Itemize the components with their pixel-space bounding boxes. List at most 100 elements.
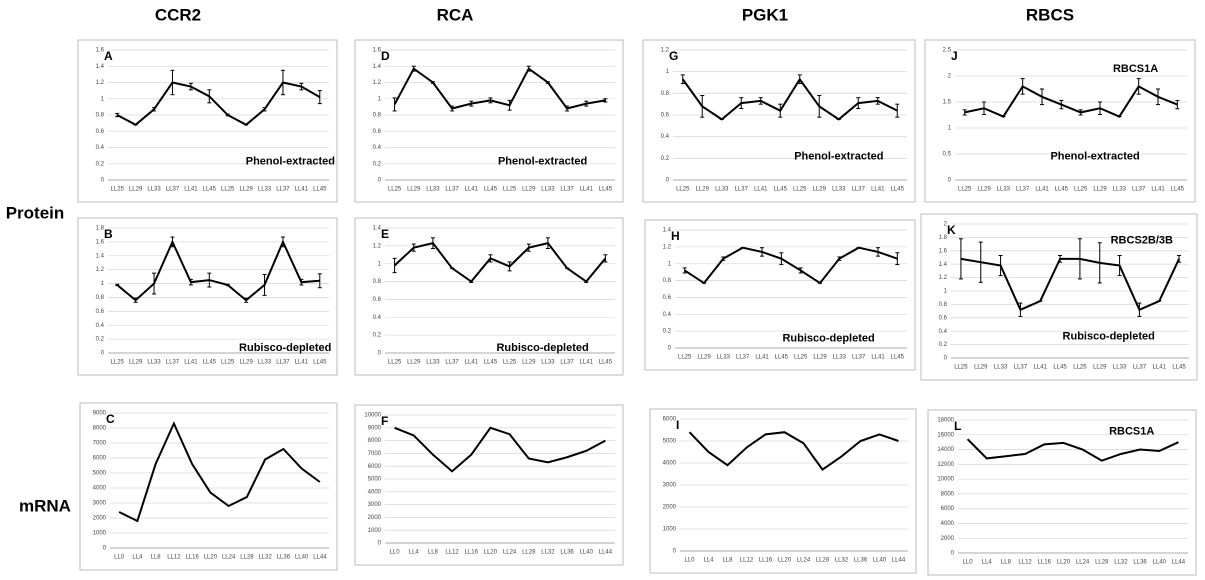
y-tick-label: 1.2 bbox=[96, 267, 105, 273]
x-tick-label: LL33 bbox=[147, 360, 161, 366]
x-tick-label: LL44 bbox=[313, 555, 327, 561]
x-tick-label: LL33 bbox=[715, 187, 729, 193]
x-tick-label: LL8 bbox=[428, 550, 439, 556]
x-tick-label: LL33 bbox=[541, 187, 555, 193]
panel-box bbox=[354, 217, 624, 376]
x-tick-label: LL45 bbox=[1171, 187, 1185, 193]
x-tick-label: LL8 bbox=[151, 555, 162, 561]
x-tick-label: LL29 bbox=[813, 187, 827, 193]
error-bar bbox=[280, 236, 285, 248]
y-tick-label: 1.6 bbox=[373, 48, 382, 54]
error-bar bbox=[680, 74, 685, 85]
x-tick-label: LL8 bbox=[722, 558, 733, 564]
x-tick-label: LL37 bbox=[852, 187, 866, 193]
error-bar bbox=[982, 101, 986, 115]
error-bar bbox=[962, 109, 967, 116]
error-bar bbox=[545, 237, 550, 250]
error-bar bbox=[225, 283, 230, 287]
error-bar bbox=[797, 74, 802, 85]
error-bar bbox=[1177, 254, 1182, 263]
error-bar bbox=[392, 257, 397, 274]
y-tick-label: 1.4 bbox=[663, 228, 672, 234]
x-tick-label: LL36 bbox=[560, 550, 574, 556]
x-tick-label: LL4 bbox=[982, 560, 993, 566]
y-tick-label: 0 bbox=[101, 351, 105, 357]
y-tick-label: 0.4 bbox=[661, 134, 670, 140]
error-bar bbox=[430, 81, 435, 84]
x-tick-label: LL24 bbox=[1076, 560, 1090, 566]
error-bar bbox=[115, 112, 120, 118]
y-tick-label: 6000 bbox=[368, 464, 382, 470]
x-tick-label: LL33 bbox=[1113, 365, 1127, 371]
error-bar bbox=[958, 238, 963, 280]
y-tick-label: 1.2 bbox=[96, 80, 105, 86]
x-tick-label: LL41 bbox=[755, 355, 769, 361]
y-tick-label: 0.4 bbox=[663, 312, 672, 318]
error-bar bbox=[1077, 238, 1082, 280]
y-tick-label: 0.8 bbox=[939, 302, 948, 308]
y-tick-label: 6000 bbox=[663, 417, 677, 423]
x-tick-label: LL29 bbox=[129, 187, 143, 193]
y-tick-label: 1.4 bbox=[939, 262, 948, 268]
x-tick-label: LL29 bbox=[977, 187, 991, 193]
y-tick-label: 0 bbox=[103, 546, 107, 552]
y-tick-label: 0 bbox=[673, 549, 677, 555]
x-tick-label: LL16 bbox=[1038, 560, 1052, 566]
y-tick-label: 10000 bbox=[364, 413, 381, 419]
y-tick-label: 2 bbox=[948, 74, 952, 80]
y-tick-label: 8000 bbox=[93, 426, 107, 432]
error-bar bbox=[565, 105, 570, 112]
x-tick-label: LL0 bbox=[684, 558, 695, 564]
x-tick-label: LL40 bbox=[580, 550, 594, 556]
y-tick-label: 0.6 bbox=[96, 309, 105, 315]
x-tick-label: LL45 bbox=[1172, 365, 1186, 371]
panel-box bbox=[924, 39, 1196, 203]
y-tick-label: 9000 bbox=[93, 411, 107, 417]
x-tick-label: LL33 bbox=[994, 365, 1008, 371]
x-tick-label: LL20 bbox=[1057, 560, 1071, 566]
x-tick-label: LL28 bbox=[240, 555, 254, 561]
x-tick-label: LL25 bbox=[1073, 365, 1087, 371]
annotation: Rubisco-depleted bbox=[782, 332, 874, 344]
x-tick-label: LL32 bbox=[1114, 560, 1128, 566]
error-bar bbox=[507, 99, 512, 111]
panel-label: L bbox=[954, 419, 961, 433]
y-tick-label: 1 bbox=[378, 261, 382, 267]
x-tick-label: LL25 bbox=[676, 187, 690, 193]
y-tick-label: 6000 bbox=[941, 506, 955, 512]
x-tick-label: LL25 bbox=[958, 187, 972, 193]
x-tick-label: LL25 bbox=[111, 187, 125, 193]
x-tick-label: LL29 bbox=[239, 360, 253, 366]
error-bar bbox=[317, 90, 322, 105]
y-tick-label: 5000 bbox=[93, 471, 107, 477]
x-tick-label: LL45 bbox=[1055, 187, 1069, 193]
column-title: CCR2 bbox=[155, 5, 201, 24]
y-tick-label: 0 bbox=[944, 356, 948, 362]
error-bar bbox=[262, 274, 267, 296]
x-tick-label: LL33 bbox=[541, 360, 555, 366]
y-tick-label: 0.2 bbox=[96, 161, 105, 167]
x-tick-label: LL29 bbox=[813, 355, 827, 361]
x-tick-label: LL37 bbox=[445, 360, 459, 366]
y-tick-label: 1.5 bbox=[943, 100, 952, 106]
y-tick-label: 1.4 bbox=[96, 64, 105, 70]
y-tick-label: 0.2 bbox=[373, 161, 382, 167]
data-line bbox=[393, 67, 606, 110]
x-tick-label: LL24 bbox=[503, 550, 517, 556]
error-bar bbox=[469, 280, 474, 283]
x-tick-label: LL37 bbox=[166, 187, 180, 193]
error-bar bbox=[1137, 302, 1142, 317]
error-bar bbox=[856, 97, 861, 109]
annotation: RBCS2B/3B bbox=[1111, 234, 1173, 246]
error-bar bbox=[317, 273, 322, 289]
y-tick-label: 0.4 bbox=[373, 315, 382, 321]
error-bar bbox=[817, 95, 822, 118]
x-tick-label: LL37 bbox=[735, 187, 749, 193]
x-tick-label: LL29 bbox=[1093, 365, 1107, 371]
x-tick-label: LL41 bbox=[1153, 365, 1167, 371]
x-tick-label: LL36 bbox=[1133, 560, 1147, 566]
data-line bbox=[393, 242, 607, 283]
y-tick-label: 1 bbox=[948, 126, 952, 132]
error-bar bbox=[603, 98, 608, 103]
